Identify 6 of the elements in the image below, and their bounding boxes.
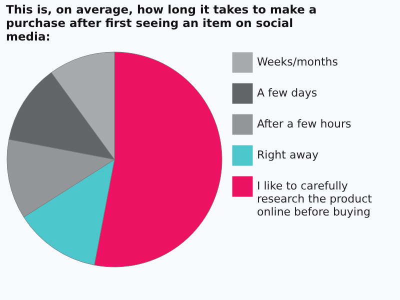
legend-label: I like to carefully research the product online before buying (257, 180, 373, 218)
legend-label: A few days (257, 86, 318, 100)
legend-label: After a few hours (257, 118, 352, 130)
legend-label: Weeks/months (257, 56, 338, 68)
chart-title: This is, on average, how long it takes to make a purchase after first seeing an item on social media: (6, 2, 317, 44)
legend-label: Right away (257, 148, 319, 162)
